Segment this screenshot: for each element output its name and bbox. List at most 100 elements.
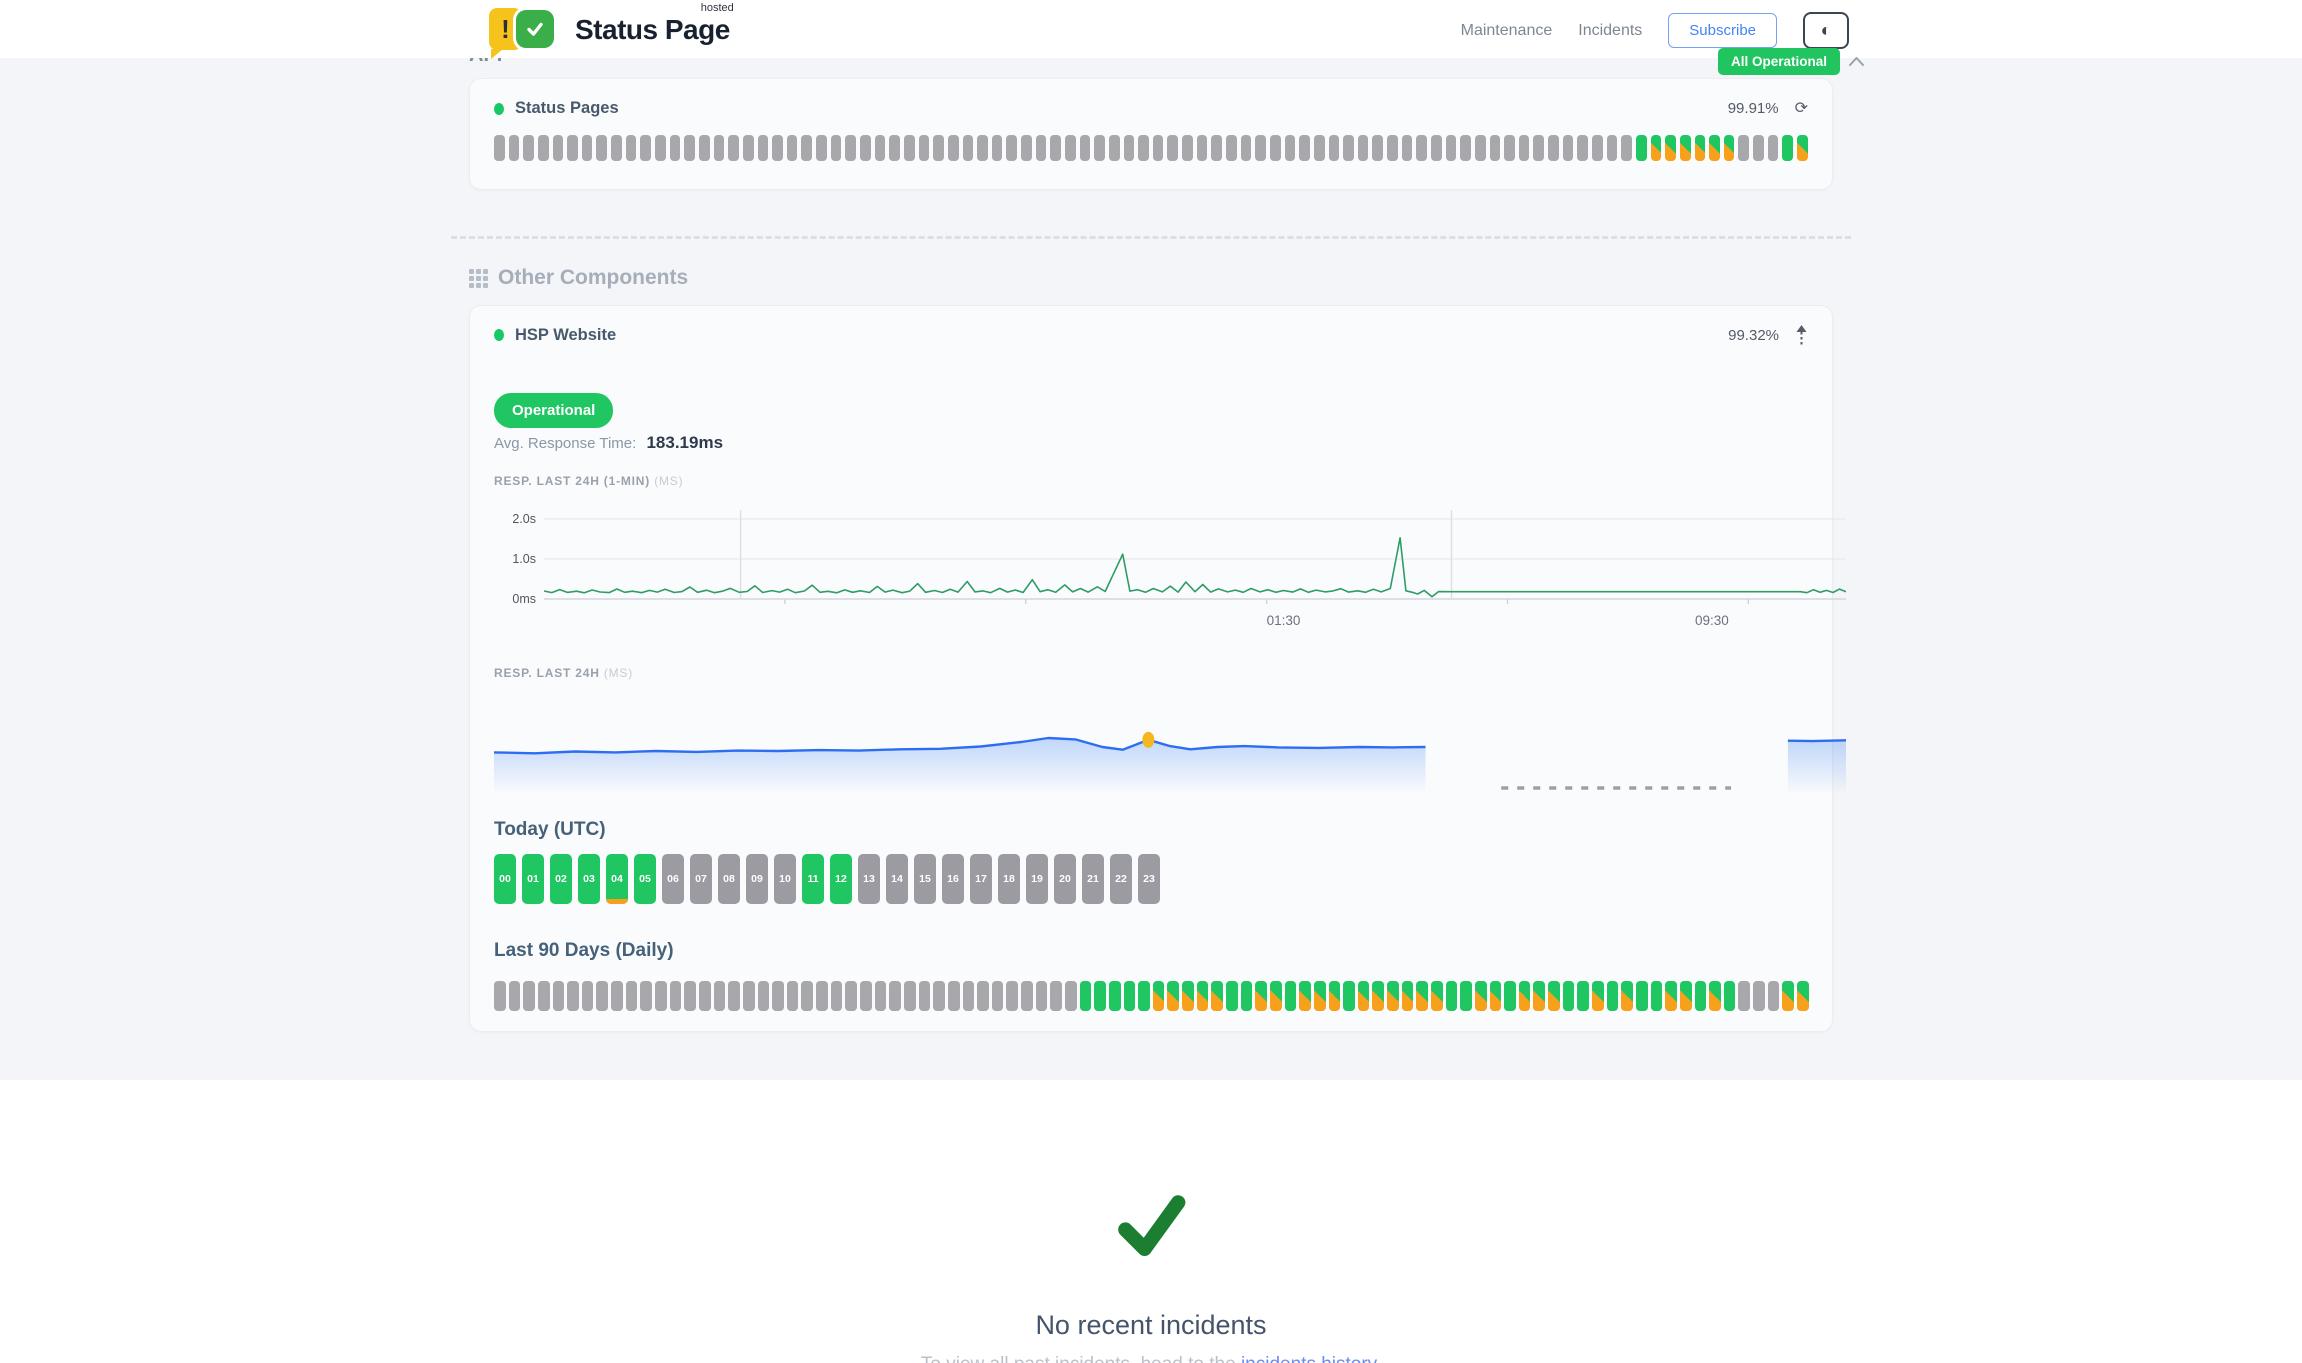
hour-block-03[interactable]: 03 (578, 854, 600, 904)
uptime-bar[interactable] (1167, 135, 1179, 161)
uptime-bar[interactable] (567, 135, 578, 161)
uptime-bar[interactable] (918, 135, 930, 161)
uptime-bar[interactable] (1182, 135, 1193, 161)
uptime-bar[interactable] (1035, 981, 1048, 1011)
uptime-bar[interactable] (655, 981, 667, 1011)
hour-block-01[interactable]: 01 (522, 854, 544, 904)
uptime-bar[interactable] (816, 981, 828, 1011)
component-row-status-pages[interactable]: Status Pages 99.91% ⟳ (494, 99, 1808, 118)
uptime-bar[interactable] (889, 981, 901, 1011)
uptime-bar[interactable] (1445, 981, 1458, 1011)
uptime-bar[interactable] (1240, 135, 1252, 161)
uptime-bar[interactable] (1152, 135, 1164, 161)
uptime-bar[interactable] (845, 981, 858, 1011)
uptime-bar[interactable] (1328, 135, 1340, 161)
hour-block-06[interactable]: 06 (662, 854, 684, 904)
hour-block-10[interactable]: 10 (774, 854, 796, 904)
uptime-bar[interactable] (1094, 981, 1106, 1011)
uptime-bar[interactable] (1753, 135, 1764, 161)
hour-block-18[interactable]: 18 (998, 854, 1020, 904)
uptime-bar[interactable] (1431, 981, 1443, 1011)
uptime-bar[interactable] (684, 135, 695, 161)
uptime-bar[interactable] (1079, 981, 1092, 1011)
uptime-bar[interactable] (1635, 135, 1647, 161)
uptime-bar[interactable] (786, 135, 798, 161)
uptime-bar[interactable] (918, 981, 931, 1011)
uptime-bar[interactable] (1782, 981, 1795, 1011)
brand[interactable]: ! Status Page hosted (489, 2, 734, 59)
uptime-bar[interactable] (1679, 981, 1692, 1011)
uptime-bar[interactable] (494, 981, 506, 1011)
uptime-bar[interactable] (1460, 981, 1472, 1011)
uptime-bar[interactable] (1650, 981, 1663, 1011)
uptime-bar[interactable] (1372, 981, 1385, 1011)
uptime-bar[interactable] (845, 135, 857, 161)
uptime-bar[interactable] (1138, 981, 1150, 1011)
uptime-bar[interactable] (1079, 135, 1091, 161)
uptime-bar[interactable] (1372, 135, 1384, 161)
uptime-bar[interactable] (1431, 135, 1442, 161)
uptime-bar[interactable] (1064, 981, 1077, 1011)
uptime-bar[interactable] (742, 981, 755, 1011)
uptime-bar[interactable] (1167, 981, 1180, 1011)
uptime-bar[interactable] (1694, 981, 1707, 1011)
uptime-bar[interactable] (1226, 135, 1237, 161)
uptime-bar[interactable] (640, 135, 652, 161)
uptime-bar[interactable] (1504, 135, 1515, 161)
uptime-bar[interactable] (581, 981, 594, 1011)
uptime-bar[interactable] (1738, 981, 1751, 1011)
uptime-bar[interactable] (1299, 981, 1311, 1011)
uptime-bar[interactable] (1635, 981, 1648, 1011)
uptime-bar[interactable] (1738, 135, 1750, 161)
hour-block-15[interactable]: 15 (914, 854, 936, 904)
hour-block-02[interactable]: 02 (550, 854, 572, 904)
uptime-bar[interactable] (1518, 981, 1531, 1011)
uptime-bar[interactable] (1196, 135, 1208, 161)
uptime-bar[interactable] (1621, 981, 1633, 1011)
uptime-bar[interactable] (1123, 135, 1135, 161)
uptime-bar[interactable] (1548, 135, 1559, 161)
uptime-bar[interactable] (1577, 135, 1589, 161)
uptime-bar[interactable] (537, 981, 550, 1011)
uptime-bar[interactable] (1226, 981, 1238, 1011)
uptime-bar[interactable] (1504, 981, 1516, 1011)
uptime-bar[interactable] (933, 135, 944, 161)
hour-block-08[interactable]: 08 (718, 854, 740, 904)
uptime-bar[interactable] (1606, 135, 1618, 161)
uptime-bar[interactable] (962, 981, 975, 1011)
uptime-bar[interactable] (1723, 981, 1736, 1011)
uptime-bar[interactable] (1797, 981, 1809, 1011)
uptime-bar[interactable] (523, 135, 534, 161)
uptime-bar[interactable] (728, 135, 739, 161)
uptime-bar[interactable] (801, 981, 814, 1011)
uptime-bar[interactable] (742, 135, 754, 161)
uptime-bar[interactable] (1108, 981, 1121, 1011)
uptime-bar[interactable] (655, 135, 666, 161)
uptime-bar[interactable] (830, 135, 842, 161)
hour-block-21[interactable]: 21 (1082, 854, 1104, 904)
uptime-bar[interactable] (1255, 135, 1266, 161)
uptime-bar[interactable] (1592, 981, 1604, 1011)
uptime-bar[interactable] (1138, 135, 1149, 161)
uptime-bar[interactable] (1518, 135, 1530, 161)
uptime-bar[interactable] (523, 981, 535, 1011)
uptime-bar[interactable] (1035, 135, 1047, 161)
uptime-bar[interactable] (1562, 981, 1575, 1011)
uptime-bar[interactable] (1489, 981, 1502, 1011)
uptime-bar[interactable] (508, 135, 520, 161)
uptime-bar[interactable] (1123, 981, 1136, 1011)
uptime-bar[interactable] (860, 981, 872, 1011)
uptime-bar[interactable] (1182, 981, 1194, 1011)
uptime-bar[interactable] (1577, 981, 1590, 1011)
uptime-bar[interactable] (933, 981, 945, 1011)
uptime-bar[interactable] (625, 981, 638, 1011)
uptime-bar[interactable] (947, 135, 959, 161)
uptime-bar[interactable] (1387, 135, 1398, 161)
uptime-bar[interactable] (1709, 135, 1720, 161)
hour-block-07[interactable]: 07 (690, 854, 712, 904)
uptime-bar[interactable] (962, 135, 974, 161)
uptime-bar[interactable] (494, 135, 505, 161)
nav-maintenance[interactable]: Maintenance (1460, 21, 1553, 39)
uptime-bar[interactable] (1694, 135, 1706, 161)
hour-block-11[interactable]: 11 (802, 854, 824, 904)
